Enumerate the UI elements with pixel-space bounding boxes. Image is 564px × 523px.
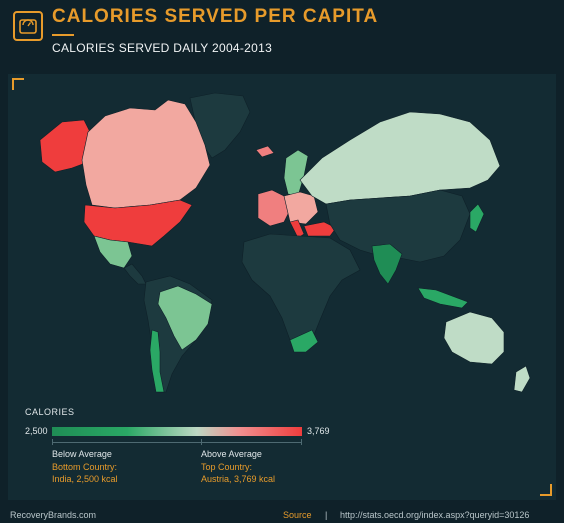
bottom-country-label: Bottom Country: bbox=[52, 462, 118, 472]
legend-title: CALORIES bbox=[25, 407, 75, 417]
legend-tick-right bbox=[301, 439, 302, 445]
region-new-zealand bbox=[513, 365, 531, 393]
scale-icon bbox=[13, 11, 43, 41]
footer-brand: RecoveryBrands.com bbox=[10, 510, 97, 520]
region-canada bbox=[81, 99, 211, 209]
region-brazil bbox=[157, 285, 213, 351]
region-africa-mideast bbox=[241, 233, 361, 351]
region-asia-unshaded bbox=[325, 189, 471, 263]
header: CALORIES SERVED PER CAPITA CALORIES SERV… bbox=[0, 0, 564, 72]
region-russia bbox=[299, 111, 501, 205]
region-turkey bbox=[303, 221, 337, 237]
legend-tick-middle bbox=[201, 439, 202, 445]
corner-bracket-top-left bbox=[12, 78, 24, 90]
region-indonesia bbox=[417, 287, 469, 309]
region-india bbox=[371, 243, 403, 285]
legend-above-average-label: Above Average bbox=[201, 449, 262, 459]
region-australia bbox=[443, 311, 505, 365]
region-iceland bbox=[255, 145, 275, 158]
source-link[interactable]: Source bbox=[283, 510, 312, 520]
region-italy bbox=[289, 219, 305, 239]
source-url-link[interactable]: http://stats.oecd.org/index.aspx?queryid… bbox=[340, 510, 530, 520]
region-western-europe bbox=[257, 189, 291, 227]
legend-tick-left bbox=[52, 439, 53, 445]
legend-min-value: 2,500 bbox=[25, 426, 48, 436]
region-south-africa bbox=[289, 329, 319, 353]
top-country-label: Top Country: bbox=[201, 462, 253, 472]
corner-bracket-bottom-right bbox=[540, 484, 552, 496]
legend-max-value: 3,769 bbox=[307, 426, 330, 436]
page-subtitle: CALORIES SERVED DAILY 2004-2013 bbox=[52, 41, 273, 55]
top-country-value: Austria, 3,769 kcal bbox=[201, 474, 276, 484]
region-central-america bbox=[123, 263, 147, 285]
legend-below-average-label: Below Average bbox=[52, 449, 112, 459]
footer-separator: | bbox=[325, 510, 328, 520]
legend-axis bbox=[52, 442, 302, 443]
region-chile bbox=[149, 329, 165, 393]
region-scandinavia bbox=[283, 149, 309, 197]
page-title: CALORIES SERVED PER CAPITA bbox=[52, 6, 379, 27]
region-mexico bbox=[93, 235, 133, 269]
title-divider bbox=[52, 34, 74, 36]
legend-gradient-bar bbox=[52, 427, 302, 436]
bottom-country-value: India, 2,500 kcal bbox=[52, 474, 118, 484]
region-japan bbox=[469, 203, 485, 233]
